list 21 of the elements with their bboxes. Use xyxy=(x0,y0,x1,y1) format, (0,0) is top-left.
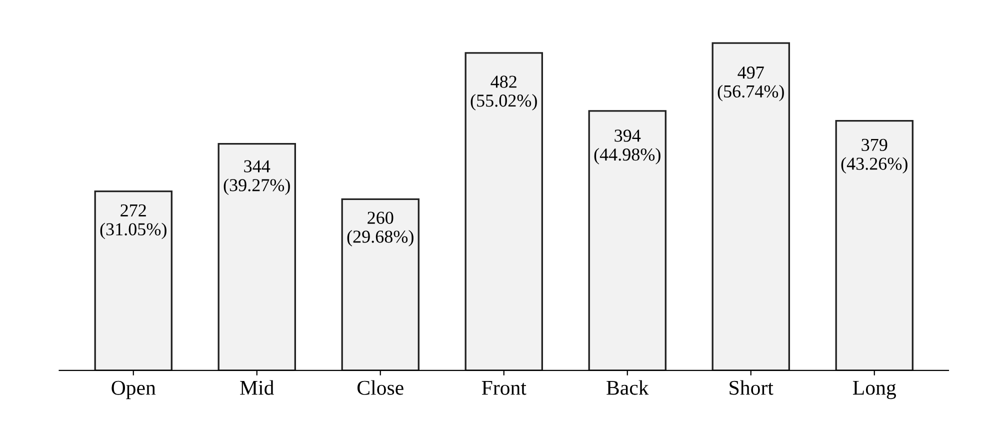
x-tick-label: Front xyxy=(482,381,526,395)
bar xyxy=(588,110,666,370)
bar xyxy=(464,52,543,370)
data-label: 482 (55.02%) xyxy=(470,76,537,110)
x-tick-label: Short xyxy=(730,380,774,395)
data-label: 260 (29.68%) xyxy=(347,212,414,246)
bar xyxy=(94,190,172,370)
bar xyxy=(218,143,296,370)
x-tick-label: Close xyxy=(358,380,404,395)
x-tick-label: Long xyxy=(852,380,896,400)
x-tick-label: Open xyxy=(112,380,156,400)
x-tick-label: Back xyxy=(606,380,649,395)
bar xyxy=(835,120,914,370)
data-label: 344 (39.27%) xyxy=(224,160,290,195)
data-label: 379 (43.26%) xyxy=(841,138,908,174)
bar xyxy=(341,198,420,370)
data-label: 394 (44.98%) xyxy=(594,130,660,164)
x-tick-label: Mid xyxy=(240,380,274,395)
bar xyxy=(712,42,790,370)
data-label: 497 (56.74%) xyxy=(718,66,784,102)
data-label: 272 (31.05%) xyxy=(100,204,166,240)
